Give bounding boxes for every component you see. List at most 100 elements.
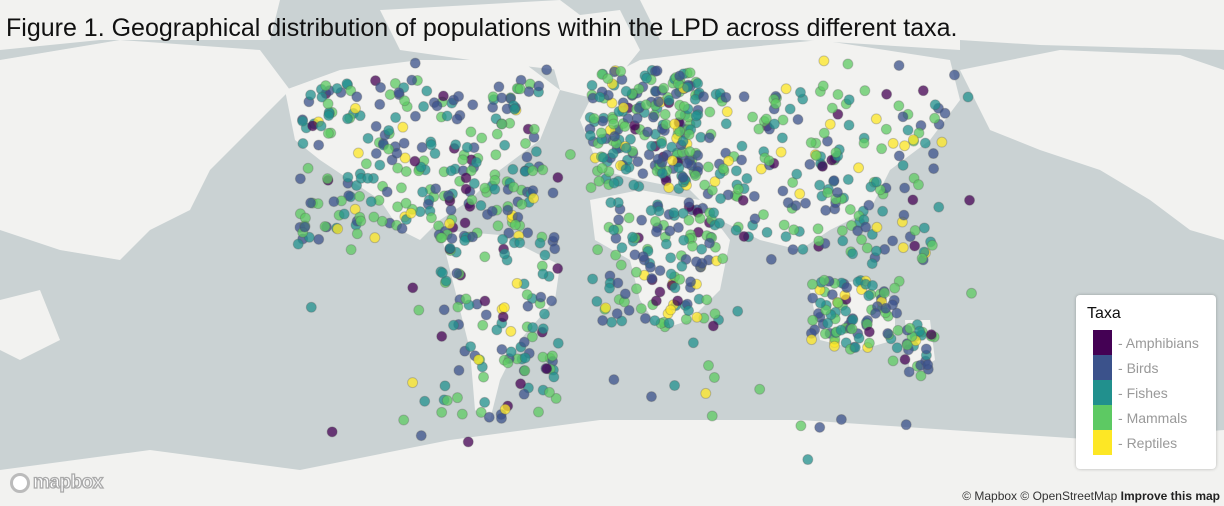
population-point[interactable]	[417, 186, 429, 198]
population-point[interactable]	[650, 226, 662, 238]
population-point[interactable]	[477, 319, 489, 331]
population-point[interactable]	[893, 100, 905, 112]
population-point[interactable]	[933, 201, 945, 213]
population-point[interactable]	[522, 227, 534, 239]
population-point[interactable]	[797, 243, 809, 255]
population-point[interactable]	[521, 289, 533, 301]
population-point[interactable]	[502, 357, 514, 369]
population-point[interactable]	[597, 315, 609, 327]
population-point[interactable]	[914, 325, 926, 337]
population-point[interactable]	[400, 197, 412, 209]
population-point[interactable]	[901, 339, 913, 351]
population-point[interactable]	[755, 163, 767, 175]
population-point[interactable]	[700, 387, 712, 399]
population-point[interactable]	[456, 408, 468, 420]
population-point[interactable]	[374, 159, 386, 171]
population-point[interactable]	[802, 454, 814, 466]
population-point[interactable]	[826, 102, 838, 114]
population-point[interactable]	[499, 248, 511, 260]
population-point[interactable]	[491, 324, 503, 336]
population-point[interactable]	[505, 346, 517, 358]
population-point[interactable]	[754, 383, 766, 395]
population-point[interactable]	[887, 355, 899, 367]
population-point[interactable]	[817, 80, 829, 92]
population-point[interactable]	[704, 106, 716, 118]
population-point[interactable]	[650, 295, 662, 307]
population-point[interactable]	[828, 175, 840, 187]
population-point[interactable]	[528, 192, 540, 204]
population-point[interactable]	[430, 183, 442, 195]
population-point[interactable]	[460, 293, 472, 305]
population-point[interactable]	[880, 123, 892, 135]
population-point[interactable]	[641, 72, 653, 84]
population-point[interactable]	[760, 113, 772, 125]
population-point[interactable]	[527, 165, 539, 177]
population-point[interactable]	[652, 153, 664, 165]
population-point[interactable]	[507, 163, 519, 175]
population-point[interactable]	[453, 90, 465, 102]
population-point[interactable]	[444, 242, 456, 254]
population-point[interactable]	[646, 140, 658, 152]
population-point[interactable]	[925, 329, 937, 341]
population-point[interactable]	[620, 163, 632, 175]
population-point[interactable]	[867, 280, 879, 292]
population-point[interactable]	[794, 86, 806, 98]
population-point[interactable]	[509, 219, 521, 231]
population-point[interactable]	[882, 327, 894, 339]
population-point[interactable]	[813, 235, 825, 247]
population-point[interactable]	[903, 366, 915, 378]
population-point[interactable]	[863, 337, 875, 349]
population-point[interactable]	[349, 102, 361, 114]
population-point[interactable]	[965, 287, 977, 299]
population-point[interactable]	[841, 282, 853, 294]
population-point[interactable]	[654, 265, 666, 277]
population-point[interactable]	[672, 295, 684, 307]
population-point[interactable]	[395, 182, 407, 194]
population-point[interactable]	[518, 336, 530, 348]
population-point[interactable]	[676, 260, 688, 272]
population-point[interactable]	[495, 412, 507, 424]
population-point[interactable]	[548, 231, 560, 243]
population-point[interactable]	[747, 111, 759, 123]
mapbox-logo[interactable]: mapbox	[10, 471, 104, 494]
population-point[interactable]	[822, 317, 834, 329]
population-point[interactable]	[899, 140, 911, 152]
population-point[interactable]	[690, 256, 702, 268]
population-point[interactable]	[475, 200, 487, 212]
mapbox-attribution-link[interactable]: © Mapbox	[962, 489, 1018, 503]
population-point[interactable]	[297, 138, 309, 150]
population-point[interactable]	[669, 380, 681, 392]
population-point[interactable]	[587, 273, 599, 285]
population-point[interactable]	[893, 150, 905, 162]
population-point[interactable]	[690, 170, 702, 182]
population-point[interactable]	[439, 380, 451, 392]
population-point[interactable]	[738, 230, 750, 242]
population-point[interactable]	[691, 311, 703, 323]
population-point[interactable]	[499, 403, 511, 415]
population-point[interactable]	[415, 430, 427, 442]
population-point[interactable]	[757, 209, 769, 221]
population-point[interactable]	[497, 233, 509, 245]
population-point[interactable]	[768, 118, 780, 130]
population-point[interactable]	[321, 173, 333, 185]
population-point[interactable]	[584, 129, 596, 141]
population-point[interactable]	[791, 168, 803, 180]
population-point[interactable]	[717, 163, 729, 175]
population-point[interactable]	[736, 140, 748, 152]
population-point[interactable]	[538, 308, 550, 320]
population-point[interactable]	[709, 308, 721, 320]
population-point[interactable]	[596, 162, 608, 174]
population-point[interactable]	[858, 137, 870, 149]
population-point[interactable]	[863, 290, 875, 302]
population-point[interactable]	[929, 112, 941, 124]
population-point[interactable]	[597, 152, 609, 164]
population-point[interactable]	[642, 126, 654, 138]
population-point[interactable]	[678, 234, 690, 246]
population-point[interactable]	[629, 249, 641, 261]
population-point[interactable]	[604, 282, 616, 294]
population-point[interactable]	[770, 98, 782, 110]
population-point[interactable]	[613, 214, 625, 226]
population-point[interactable]	[521, 151, 533, 163]
population-point[interactable]	[820, 304, 832, 316]
population-point[interactable]	[591, 295, 603, 307]
